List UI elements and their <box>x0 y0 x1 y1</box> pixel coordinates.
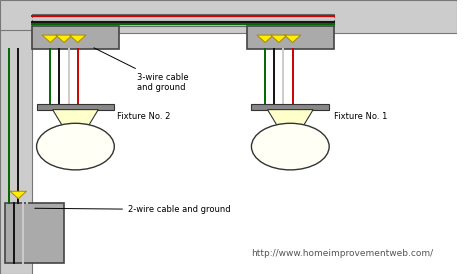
Polygon shape <box>53 110 98 125</box>
Text: 2-wire cable and ground: 2-wire cable and ground <box>35 205 231 214</box>
FancyBboxPatch shape <box>32 14 334 26</box>
Polygon shape <box>10 191 27 199</box>
Text: Fixture No. 2: Fixture No. 2 <box>117 112 170 121</box>
Polygon shape <box>56 35 72 42</box>
Text: 3-wire cable
and ground: 3-wire cable and ground <box>94 48 189 92</box>
Polygon shape <box>267 110 313 125</box>
FancyBboxPatch shape <box>32 26 119 49</box>
Text: Fixture No. 1: Fixture No. 1 <box>334 112 387 121</box>
FancyBboxPatch shape <box>36 104 114 110</box>
Polygon shape <box>271 35 287 42</box>
FancyBboxPatch shape <box>251 104 329 110</box>
Polygon shape <box>284 35 301 42</box>
Text: http://www.homeimprovementweb.com/: http://www.homeimprovementweb.com/ <box>251 249 434 258</box>
FancyBboxPatch shape <box>247 26 334 49</box>
Polygon shape <box>70 35 86 42</box>
FancyBboxPatch shape <box>0 30 32 274</box>
Polygon shape <box>42 35 58 42</box>
Circle shape <box>36 123 114 170</box>
FancyBboxPatch shape <box>5 203 64 263</box>
FancyBboxPatch shape <box>0 0 457 33</box>
Circle shape <box>251 123 329 170</box>
Polygon shape <box>257 35 273 42</box>
